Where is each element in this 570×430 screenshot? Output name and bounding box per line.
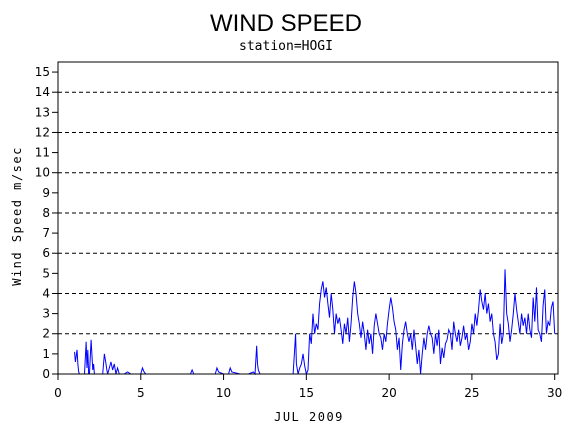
chart-title: WIND SPEED	[210, 10, 362, 37]
gridlines	[58, 91, 558, 335]
x-axis-label: JUL 2009	[274, 410, 344, 424]
y-axis-label: Wind Speed m/sec	[10, 146, 24, 286]
x-tick-label-5: 5	[137, 386, 145, 400]
x-tick-label-0: 0	[54, 386, 62, 400]
chart-subtitle: station=HOGI	[239, 39, 333, 54]
y-tick-label-15: 15	[35, 65, 50, 79]
x-tick-label-30: 30	[547, 386, 562, 400]
y-tick-label-6: 6	[42, 246, 50, 260]
series-group	[74, 269, 556, 376]
y-tick-label-4: 4	[42, 286, 50, 300]
y-tick-label-13: 13	[35, 105, 50, 119]
y-tick-label-9: 9	[42, 186, 50, 200]
x-tick-label-25: 25	[464, 386, 479, 400]
x-tick-label-15: 15	[299, 386, 314, 400]
y-tick-label-2: 2	[42, 327, 50, 341]
x-tick-label-20: 20	[381, 386, 396, 400]
y-tick-label-5: 5	[42, 266, 50, 280]
plot-frame	[57, 61, 559, 375]
y-tick-label-0: 0	[42, 367, 50, 381]
y-tick-label-10: 10	[35, 166, 50, 180]
y-tick-label-14: 14	[35, 85, 50, 99]
y-tick-label-8: 8	[42, 206, 50, 220]
y-tick-label-7: 7	[42, 226, 50, 240]
series-line-0	[74, 269, 556, 376]
y-tick-label-12: 12	[35, 125, 50, 139]
y-tick-label-3: 3	[42, 307, 50, 321]
x-tick-label-10: 10	[216, 386, 231, 400]
y-tick-label-11: 11	[35, 146, 50, 160]
y-tick-label-1: 1	[42, 347, 50, 361]
